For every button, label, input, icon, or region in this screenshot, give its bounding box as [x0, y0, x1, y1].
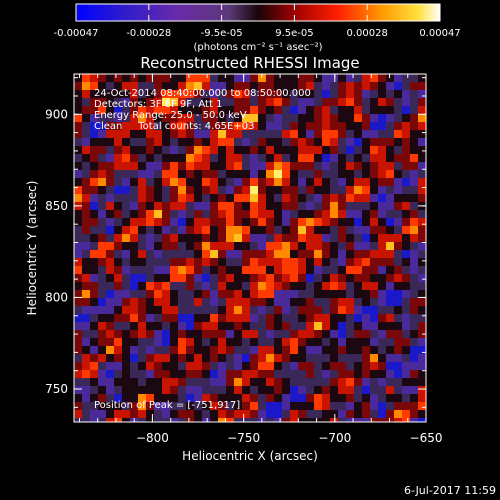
- colorbar-tick-label: 0.00047: [419, 28, 460, 39]
- info-line: Energy Range: 25.0 - 50.0 keV: [94, 110, 247, 121]
- y-axis-ticks: 750 800 850 900: [45, 77, 426, 408]
- colorbar-tick-label: -0.00028: [126, 28, 171, 39]
- y-tick-label: 850: [45, 199, 68, 213]
- colorbar-ticks: -0.00047 -0.00028 -9.5e-05 9.5e-05 0.00028 0.…: [54, 4, 461, 39]
- x-tick-label: −750: [227, 431, 260, 445]
- x-axis-label: Heliocentric X (arcsec): [182, 449, 318, 463]
- plot-frame: [73, 73, 427, 423]
- x-axis-ticks: −800 −750 −700 −650: [78, 74, 443, 445]
- colorbar: -0.00047 -0.00028 -9.5e-05 9.5e-05 0.00028 0.…: [54, 3, 461, 53]
- heatmap: [74, 74, 426, 422]
- info-line: 24-Oct-2014 08:40:00.000 to 08:50:00.000: [94, 88, 311, 99]
- colorbar-gradient: [75, 3, 441, 22]
- info-text: 24-Oct-2014 08:40:00.000 to 08:50:00.000…: [94, 88, 311, 132]
- chart-title: Reconstructed RHESSI Image: [140, 54, 359, 72]
- colorbar-tick-label: 9.5e-05: [275, 28, 313, 39]
- peak-position-label: Position of Peak = [-751,917]: [94, 400, 240, 411]
- y-tick-label: 800: [45, 290, 68, 304]
- x-tick-label: −700: [318, 431, 351, 445]
- colorbar-unit-label: (photons cm⁻² s⁻¹ asec⁻²): [193, 42, 322, 53]
- colorbar-tick-label: -0.00047: [54, 28, 99, 39]
- footer-timestamp: 6-Jul-2017 11:59: [404, 484, 496, 497]
- y-axis-label: Heliocentric Y (arcsec): [25, 181, 39, 316]
- info-line: Clean Total counts: 4.65E+03: [94, 121, 254, 132]
- y-tick-label: 750: [45, 382, 68, 396]
- colorbar-tick-label: -9.5e-05: [201, 28, 243, 39]
- colorbar-tick-label: 0.00028: [347, 28, 388, 39]
- x-tick-label: −650: [410, 431, 443, 445]
- y-tick-label: 900: [45, 107, 68, 121]
- info-line: Detectors: 3F 6F 9F, Att 1: [94, 99, 222, 110]
- x-tick-label: −800: [136, 431, 169, 445]
